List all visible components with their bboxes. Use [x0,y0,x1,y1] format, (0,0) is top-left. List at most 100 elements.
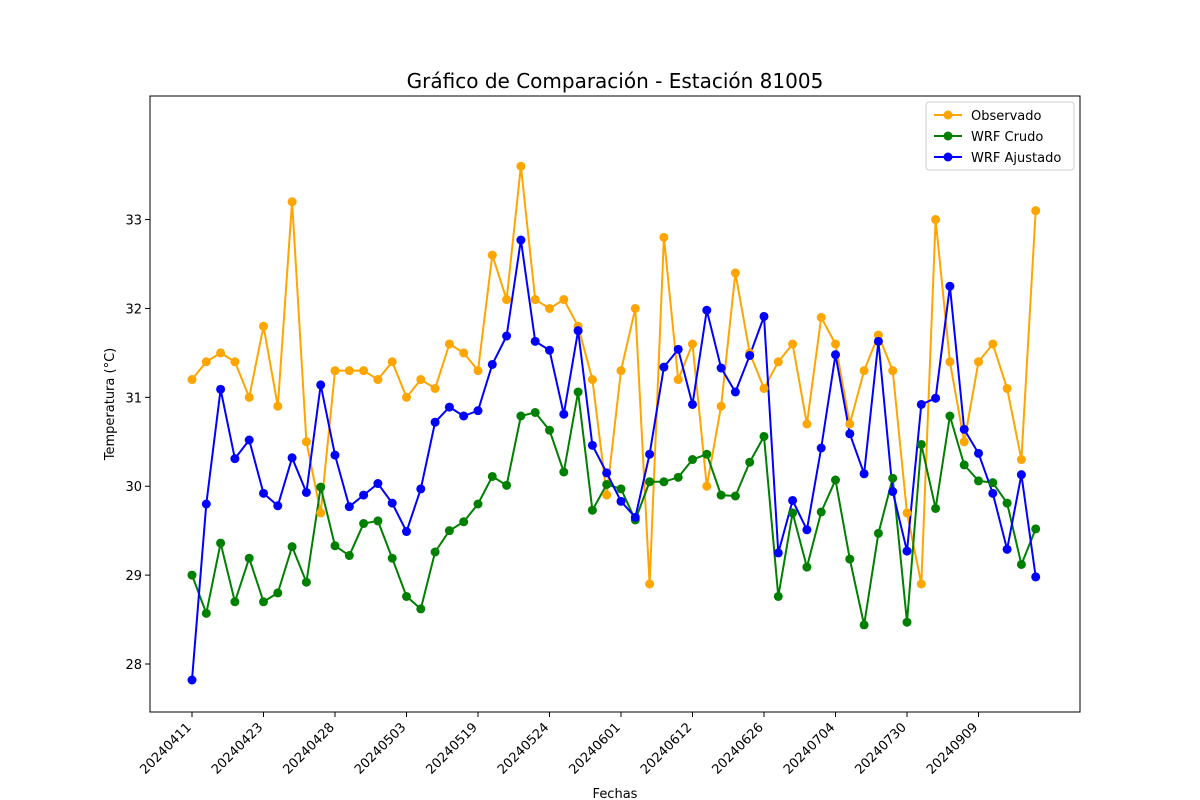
data-point-wrf-crudo [645,477,655,487]
x-tick-label: 20240612 [638,720,695,777]
data-point-wrf-crudo [244,553,254,563]
data-point-wrf-crudo [673,472,683,482]
data-point-wrf-crudo [545,425,554,435]
x-tick-label: 20240519 [423,720,480,777]
legend: Observado WRF Crudo WRF Ajustado [925,101,1075,171]
data-point-wrf-ajustado [916,399,926,409]
data-point-observado [545,303,554,313]
legend-label-wrf-ajustado: WRF Ajustado [971,151,1061,166]
data-point-observado [259,321,268,331]
data-point-wrf-ajustado [559,409,569,419]
data-point-wrf-ajustado [330,450,340,460]
data-point-observado [244,392,254,402]
data-point-wrf-ajustado [902,546,912,556]
data-point-wrf-ajustado [602,468,612,478]
data-point-observado [831,339,840,349]
plot-lines [191,165,1037,681]
data-point-wrf-ajustado [316,380,326,390]
data-point-wrf-ajustado [244,435,254,445]
legend-label-observado: Observado [971,109,1042,124]
x-tick-label: 20240503 [352,720,409,777]
data-point-wrf-ajustado [444,402,454,412]
data-point-wrf-crudo [974,476,983,486]
data-point-wrf-crudo [688,455,697,465]
data-point-observado [473,366,483,376]
data-point-observado [730,268,740,278]
data-point-wrf-crudo [873,528,883,538]
data-point-wrf-crudo [659,477,669,487]
data-point-observado [1016,455,1026,465]
x-tick-label: 20240411 [137,720,194,777]
data-point-wrf-crudo [473,499,483,509]
x-tick-label: 20240730 [852,720,909,777]
data-point-observado [902,508,912,518]
data-point-wrf-crudo [1031,524,1041,534]
data-point-wrf-ajustado [945,281,955,291]
data-point-wrf-crudo [330,541,340,551]
data-point-observado [802,419,812,429]
data-point-observado [659,232,669,242]
data-point-wrf-crudo [516,411,526,421]
data-point-observado [387,357,397,367]
data-point-observado [587,375,597,385]
data-point-observado [459,348,469,358]
legend-marker-wrf-crudo [943,131,953,141]
data-point-wrf-crudo [444,526,454,536]
data-point-observado [216,348,226,358]
data-point-wrf-crudo [430,547,440,557]
data-point-observado [773,357,783,367]
data-point-wrf-ajustado [773,548,783,558]
data-point-observado [187,375,197,385]
data-point-wrf-ajustado [1031,572,1041,582]
data-point-wrf-crudo [573,387,583,397]
data-point-observado [344,366,354,376]
data-point-observado [1031,206,1041,216]
data-point-wrf-crudo [616,484,626,494]
data-point-wrf-crudo [859,620,869,630]
data-point-observado [287,197,297,207]
data-point-observado [916,579,926,589]
data-point-wrf-ajustado [587,440,597,450]
data-point-wrf-crudo [988,478,998,488]
data-point-wrf-crudo [301,577,311,587]
data-point-observado [516,161,526,171]
data-point-observado [873,330,883,340]
data-point-wrf-ajustado [459,411,469,421]
y-tick-label: 30 [125,480,142,495]
data-point-wrf-ajustado [745,351,755,361]
data-point-wrf-ajustado [831,350,840,360]
series-line-observado [191,165,1037,585]
data-point-observado [402,392,411,402]
legend-box [925,101,1075,171]
x-tick-label: 20240524 [495,720,552,777]
data-point-wrf-crudo [359,519,369,529]
data-point-observado [430,383,440,393]
plot-markers [187,161,1041,685]
data-point-wrf-ajustado [430,417,440,427]
data-point-observado [616,366,626,376]
data-point-observado [759,383,769,393]
data-point-wrf-ajustado [359,490,369,500]
data-point-wrf-ajustado [273,501,283,511]
data-point-wrf-ajustado [673,344,683,354]
data-point-wrf-crudo [745,457,755,467]
data-point-wrf-ajustado [259,488,268,498]
data-point-observado [1002,383,1012,393]
data-point-wrf-ajustado [373,479,383,489]
data-point-wrf-crudo [187,570,197,580]
data-point-wrf-ajustado [859,469,869,479]
data-point-wrf-crudo [1002,498,1012,508]
data-point-wrf-ajustado [888,487,898,497]
data-point-wrf-ajustado [816,443,826,453]
x-tick-label: 20240423 [209,720,266,777]
data-point-wrf-ajustado [530,336,540,346]
data-point-wrf-ajustado [416,484,426,494]
x-axis: 20240411 20240423 20240428 20240503 20240519… [137,712,981,778]
data-point-wrf-ajustado [988,488,998,498]
data-point-wrf-ajustado [931,393,941,403]
data-point-observado [530,295,540,305]
data-point-wrf-ajustado [688,399,697,409]
data-point-observado [630,303,640,313]
data-point-wrf-crudo [945,411,955,421]
